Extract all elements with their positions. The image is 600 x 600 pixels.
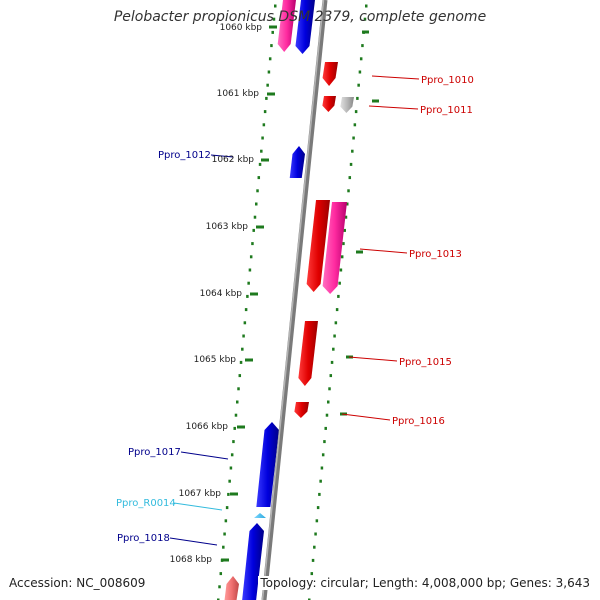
scale-tick [221,558,229,562]
genome-summary-text: Topology: circular; Length: 4,008,000 bp… [258,576,592,590]
accession-text: Accession: NC_008609 [7,576,148,590]
tick-marks [221,25,379,562]
scale-label-1065: 1065 kbp [194,355,237,365]
genome-backbone-highlight [261,0,325,600]
gene-label-ppro-1010[interactable]: Ppro_1010 [421,75,474,86]
scale-tick [256,225,264,229]
gene-ppro-1015[interactable] [298,321,318,386]
gene-ppro-1013[interactable] [306,200,330,292]
scale-label-1060: 1060 kbp [220,23,263,33]
map-title: Pelobacter propionicus DSM 2379, complet… [113,9,487,25]
inner-dotted-guide [217,4,277,600]
scale-tick [267,92,275,96]
scale-label-1064: 1064 kbp [200,289,243,299]
gene-ppro-1011-partner[interactable] [340,97,354,113]
gene-ppro-1011[interactable] [322,96,336,112]
gene-label-ppro-1017[interactable]: Ppro_1017 [128,447,181,458]
label-leader-lines [169,75,420,546]
leader-ppro-1017 [180,451,229,460]
gene-features [224,0,354,600]
gene-ppro-1016[interactable] [294,402,309,418]
scale-label-1063: 1063 kbp [206,222,249,232]
leader-ppro-1011 [368,105,419,110]
gene-label-ppro-1012[interactable]: Ppro_1012 [158,150,211,161]
scale-label-1066: 1066 kbp [186,422,229,432]
scale-label-1061: 1061 kbp [217,89,260,99]
gene-label-ppro-1015[interactable]: Ppro_1015 [399,357,452,368]
scale-label-1062: 1062 kbp [212,155,255,165]
gene-ppro-1018[interactable] [242,523,264,600]
leader-ppro-1015 [348,356,398,362]
gene-salmon-bottom[interactable] [224,576,239,600]
leader-ppro-1012 [210,154,234,158]
outer-tick [356,250,363,254]
gene-label-ppro-r0014[interactable]: Ppro_R0014 [116,498,176,509]
gene-label-ppro-1018[interactable]: Ppro_1018 [117,533,170,544]
leader-ppro-1010 [371,75,420,80]
scale-tick [269,25,277,29]
gene-ppro-r0014[interactable] [254,513,266,518]
scale-tick [250,292,258,296]
scale-tick [230,492,238,496]
scale-tick [261,158,269,162]
leader-ppro-r0014 [173,502,223,511]
leader-ppro-1016 [341,413,391,421]
outer-tick [372,99,379,103]
scale-tick [237,425,245,429]
scale-label-1068: 1068 kbp [170,555,213,565]
gene-ppro-1017[interactable] [256,422,279,507]
scale-tick [245,358,253,362]
gene-label-ppro-1016[interactable]: Ppro_1016 [392,416,445,427]
gene-ppro-1014[interactable] [322,202,347,294]
gene-label-ppro-1011[interactable]: Ppro_1011 [420,105,473,116]
dotted-guides [217,4,368,600]
gene-blue-top[interactable] [295,0,315,54]
outer-tick [362,30,369,34]
scale-label-1067: 1067 kbp [179,489,222,499]
gene-ppro-1012[interactable] [289,146,305,178]
gene-pink-top[interactable] [277,0,296,52]
gene-ppro-1010[interactable] [322,62,338,86]
leader-ppro-1018 [169,537,218,546]
gene-label-ppro-1013[interactable]: Ppro_1013 [409,249,462,260]
leader-ppro-1013 [359,248,408,254]
genome-backbone [261,0,328,600]
